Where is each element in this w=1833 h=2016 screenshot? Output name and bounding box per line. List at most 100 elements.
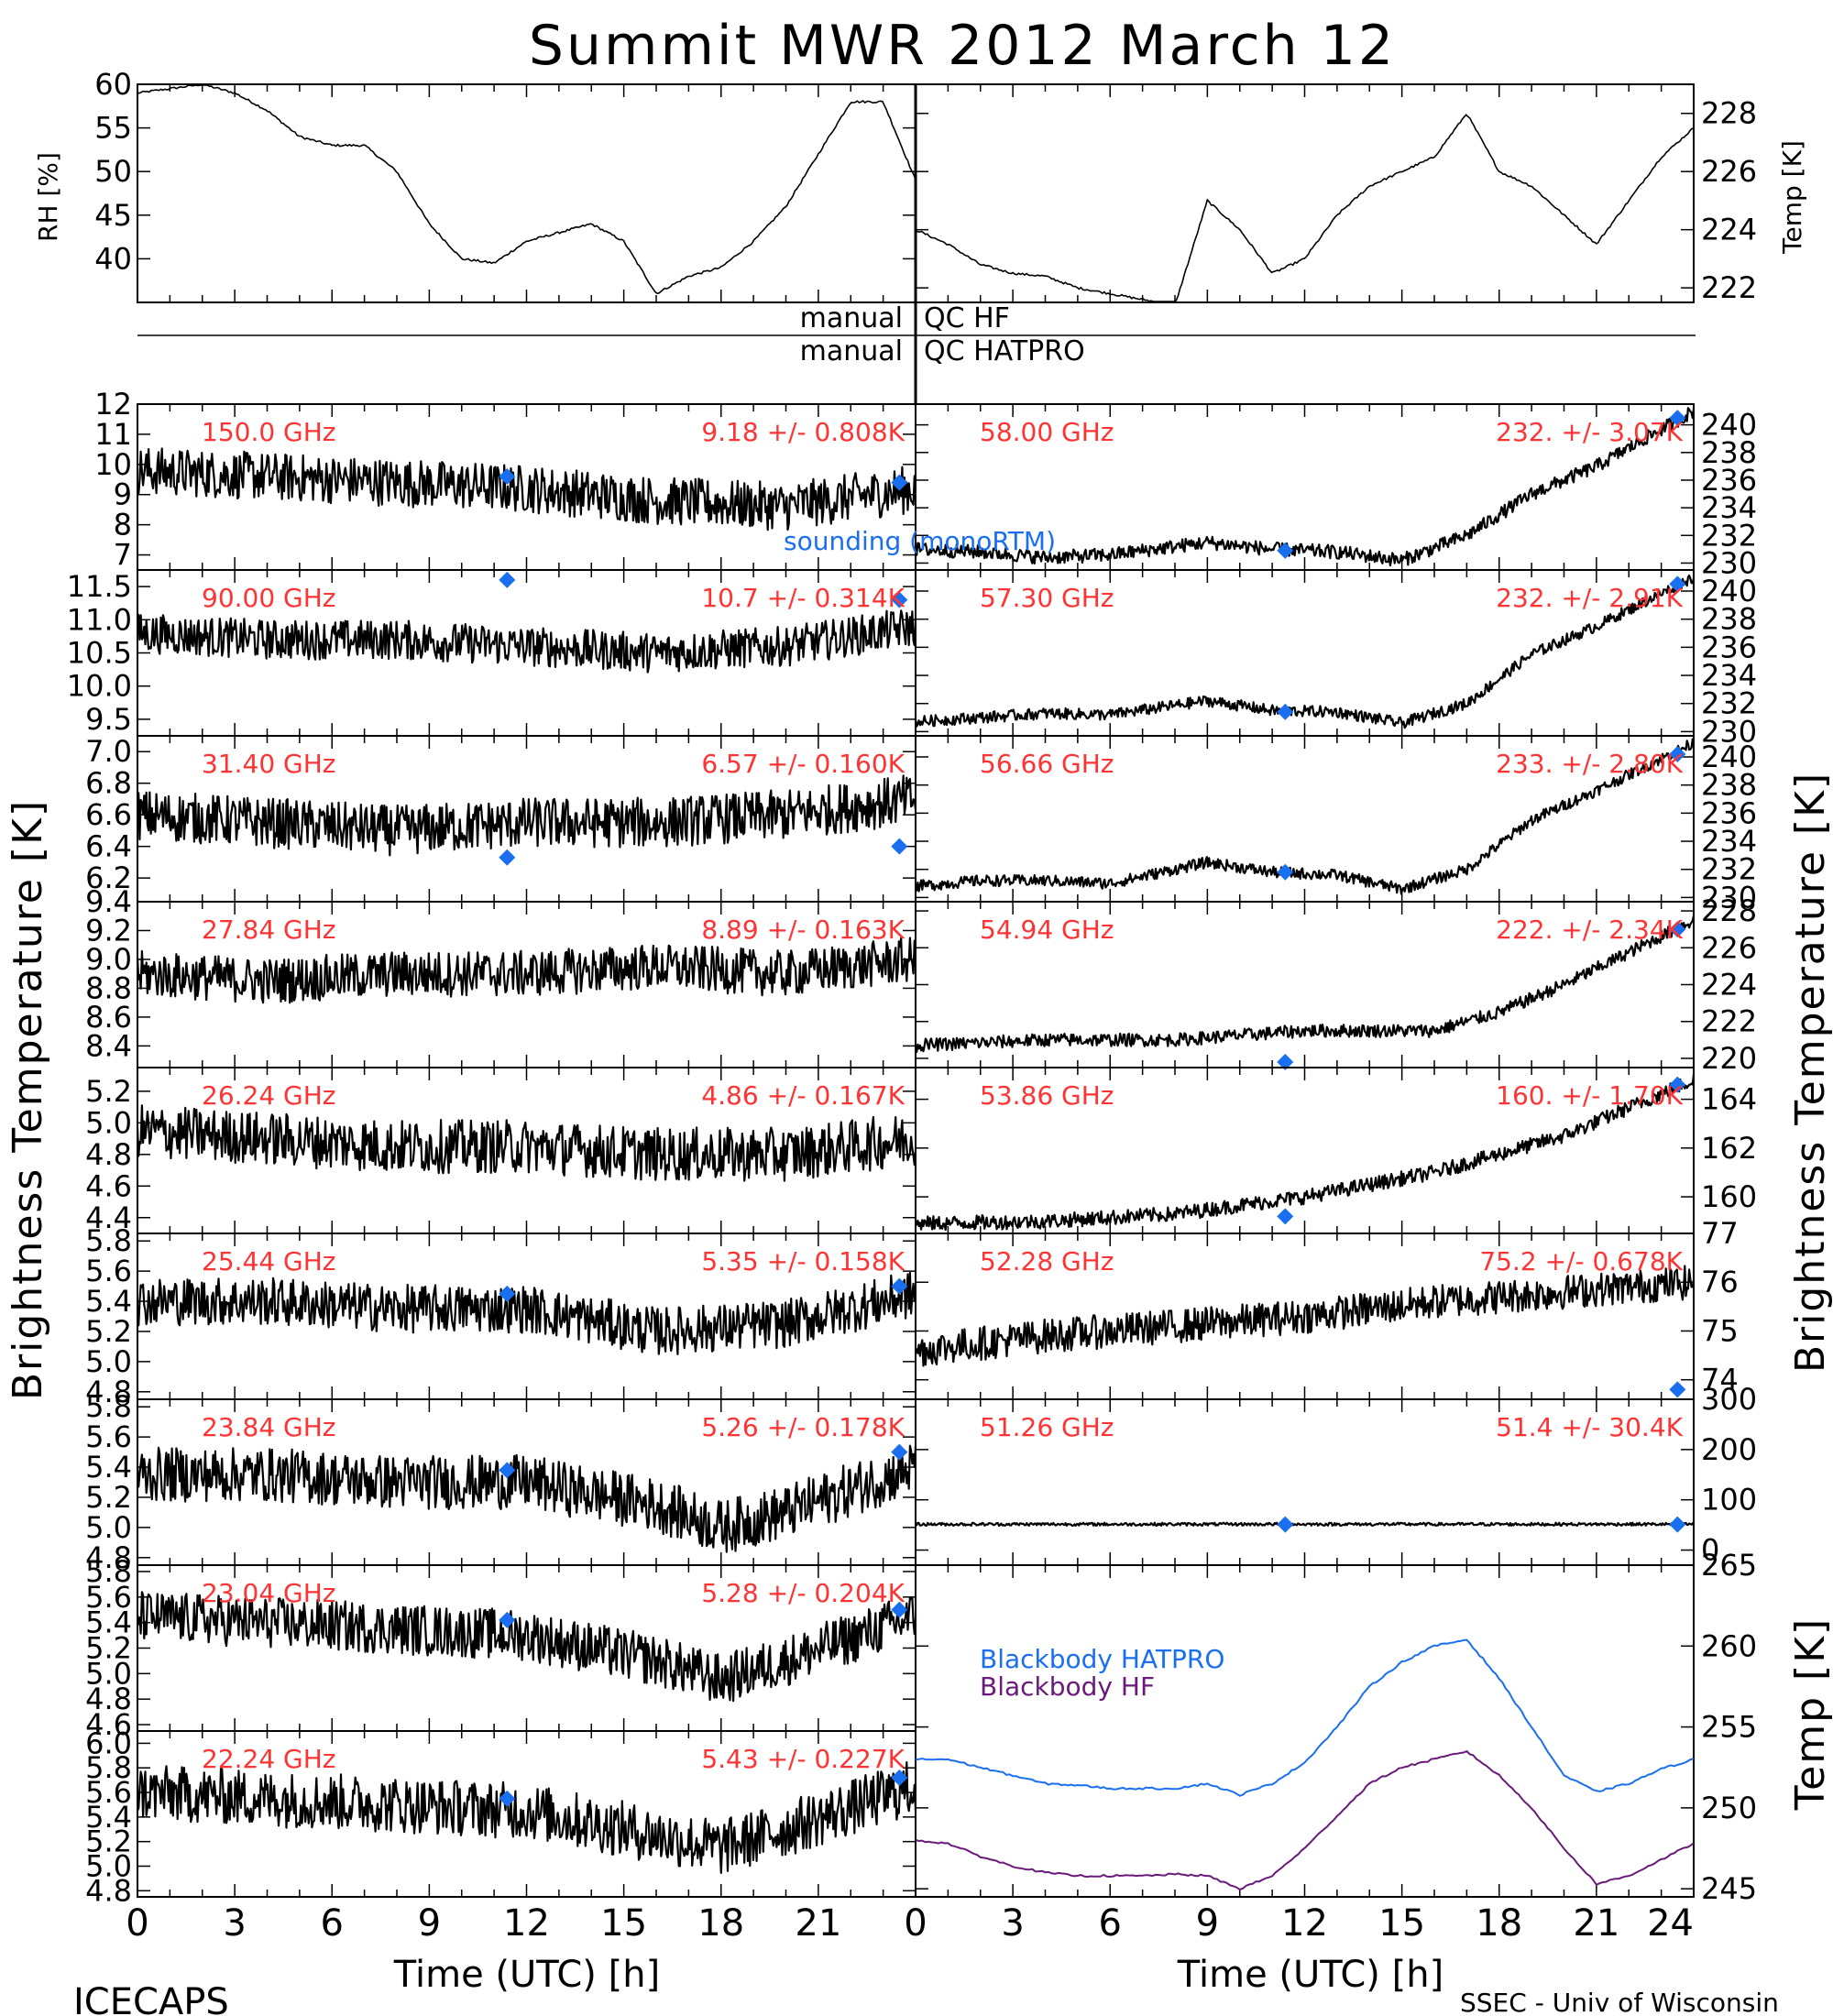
y-tick-label: 5.8 [85,1389,132,1424]
trace-c57 [914,574,1696,729]
y-tick-label: 240 [1701,740,1757,774]
y-tick-label: 260 [1701,1628,1757,1663]
channel-label: 56.66 GHz [980,749,1114,779]
y-tick-label: 75 [1701,1313,1739,1348]
trace-c51 [915,1521,1695,1528]
channel-label: 27.84 GHz [202,915,336,945]
y-tick-label: 232 [1701,686,1757,721]
y-tick-label: 8.8 [85,970,132,1005]
figure-title: Summit MWR 2012 March 12 [529,14,1396,78]
channel-stats: 222. +/- 2.34K [1496,915,1683,945]
sounding-diamond [1277,863,1294,881]
x-tick-label: 12 [1281,1902,1328,1945]
rh-axis-label: RH [%] [33,152,63,242]
y-tick-label: 10.5 [67,636,132,671]
sounding-diamond [499,1611,516,1628]
y-tick-label: 8.6 [85,1000,132,1035]
sounding-diamond [891,1769,908,1786]
sounding-diamond [1669,410,1686,427]
y-tick-label: 236 [1701,795,1757,830]
footer-ssec: SSEC - Univ of Wisconsin [1460,1988,1779,2016]
sounding-diamond [499,571,516,588]
trace-c26 [136,1104,917,1182]
y-tick-label: 4.4 [85,1200,132,1235]
y-tick-label: 11.5 [67,569,132,604]
y-tick-label: 6.6 [85,797,132,832]
y-tick-label: 245 [1701,1871,1757,1906]
trace-c54 [914,915,1696,1053]
tb-axis-label-right: Brightness Temperature [K] [1787,772,1833,1373]
y-tick-label: 9.4 [85,884,132,919]
trace-c25 [136,1271,917,1355]
series-line [915,1749,1695,1891]
y-tick-label: 300 [1701,1382,1757,1417]
sounding-diamond [1669,921,1686,938]
y-tick-label: 222 [1701,270,1757,305]
panel-c27: 8.48.68.89.09.29.4 27.84 GHz 8.89 +/- 0.16… [85,884,917,1068]
temp-axis-label: Temp [K] [1777,140,1807,255]
trace-c22 [137,1761,917,1874]
panel-rh-frame [137,83,916,303]
qc-manual-bottom: manual [800,335,903,367]
y-tick-label: 238 [1701,602,1757,637]
trace-temp [915,114,1695,302]
y-tick-label: 10 [94,447,132,482]
x-tick-label: 0 [904,1902,927,1945]
y-tick-label: 9.5 [85,702,132,737]
y-tick-label: 5.8 [85,1750,132,1785]
sounding-diamond [499,1285,516,1302]
sounding-diamond [1277,1516,1294,1533]
y-tick-label: 4.6 [85,1707,132,1742]
y-tick-label: 11.0 [67,602,132,637]
channel-label: 54.94 GHz [980,915,1114,945]
y-tick-label: 76 [1701,1265,1739,1299]
y-tick-label: 224 [1701,968,1757,1003]
y-tick-label: 6.2 [85,860,132,895]
y-tick-label: 4.8 [85,1137,132,1172]
channel-label: 23.84 GHz [202,1412,336,1442]
y-tick-label: 4.8 [85,1375,132,1409]
y-tick-label: 250 [1701,1791,1757,1825]
y-tick-label: 55 [94,111,132,146]
y-tick-label: 8 [114,508,132,542]
sounding-diamond [891,474,908,491]
sounding-diamond [499,1790,516,1807]
sounding-diamond [499,467,516,485]
y-tick-label: 50 [94,154,132,189]
y-tick-label: 5.8 [85,1223,132,1258]
sounding-diamond [1669,1076,1686,1093]
channel-stats: 6.57 +/- 0.160K [701,749,905,779]
y-tick-label: 0 [1701,1533,1719,1568]
channel-label: 22.24 GHz [202,1744,336,1774]
channel-label: 23.04 GHz [202,1578,336,1608]
panel-temp-frame [915,83,1695,303]
x-tick-label: 12 [503,1902,550,1945]
panel-c25: 4.85.05.25.45.65.8 25.44 GHz 5.35 +/- 0.15… [85,1223,917,1409]
channel-label: 26.24 GHz [202,1080,336,1111]
x-tick-label: 9 [1196,1902,1219,1945]
channel-stats: 232. +/- 3.07K [1496,417,1683,447]
panel-c51: 0 100 200 300 51.26 GHz 51.4 +/- 30.4K [915,1382,1757,1568]
y-tick-label: 5.4 [85,1450,132,1485]
y-tick-label: 238 [1701,435,1757,470]
y-tick-label: 5.2 [85,1631,132,1666]
x-tick-label: 24 [1647,1902,1694,1945]
y-tick-label: 5.6 [85,1419,132,1454]
x-tick-label: 18 [697,1902,744,1945]
sounding-diamond [499,849,516,866]
channel-stats: 4.86 +/- 0.167K [701,1080,905,1111]
channel-label: 150.0 GHz [202,417,336,447]
y-tick-label: 5.4 [85,1284,132,1319]
y-tick-label: 240 [1701,408,1757,443]
y-tick-label: 5.2 [85,1824,132,1859]
y-tick-label: 10.0 [67,669,132,704]
channel-label: 90.00 GHz [202,583,336,613]
channel-stats: 10.7 +/- 0.314K [701,583,905,613]
channel-stats: 5.26 +/- 0.178K [701,1412,905,1442]
sounding-diamond [499,1462,516,1479]
y-tick-label: 240 [1701,574,1757,608]
panel-c90: 9.510.010.511.011.5 90.00 GHz 10.7 +/- 0.3… [67,569,917,737]
